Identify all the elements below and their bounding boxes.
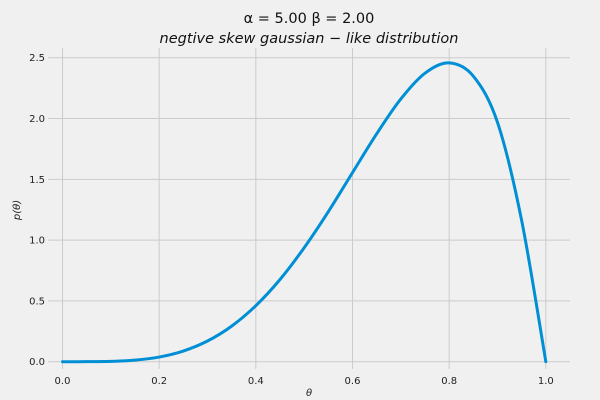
x-axis-label: θ xyxy=(306,388,312,399)
x-tick-label: 1.0 xyxy=(538,376,554,387)
y-tick-label: 1.5 xyxy=(29,175,45,186)
chart-subtitle: negtive skew gaussian − like distributio… xyxy=(160,31,459,47)
series-line xyxy=(61,61,548,364)
y-tick-label: 2.0 xyxy=(29,114,45,125)
x-tick-labels: 0.0 0.2 0.4 0.6 0.8 1.0 xyxy=(55,376,554,387)
chart-title: α = 5.00 β = 2.00 xyxy=(244,11,375,27)
x-tick-label: 0.6 xyxy=(345,376,361,387)
y-tick-label: 0.5 xyxy=(29,296,45,307)
y-tick-labels: 0.0 0.5 1.0 1.5 2.0 2.5 xyxy=(29,53,45,368)
y-tick-label: 2.5 xyxy=(29,53,45,64)
x-tick-label: 0.8 xyxy=(441,376,457,387)
x-tick-label: 0.0 xyxy=(55,376,71,387)
y-tick-label: 1.0 xyxy=(29,236,45,247)
x-tick-label: 0.4 xyxy=(248,376,264,387)
x-tick-label: 0.2 xyxy=(151,376,167,387)
plot-area xyxy=(48,48,570,369)
y-axis-label: p(θ) xyxy=(12,200,23,221)
y-tick-label: 0.0 xyxy=(29,357,45,368)
series-layer xyxy=(61,61,548,364)
